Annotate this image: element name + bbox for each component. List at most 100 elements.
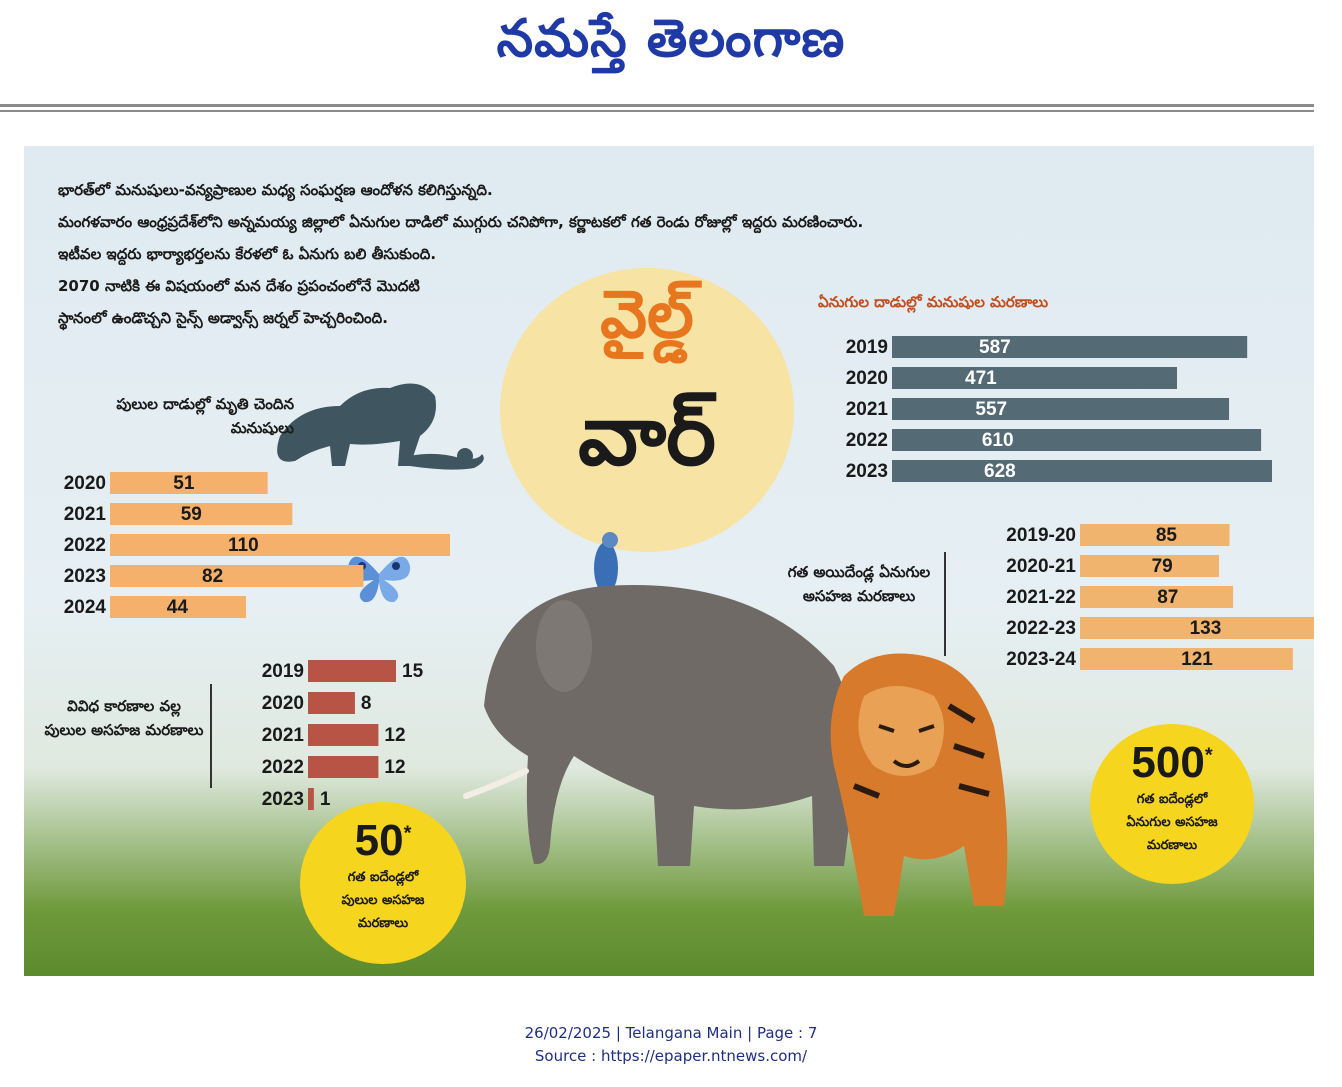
data-label: 628 — [984, 461, 1016, 482]
data-label: 557 — [975, 399, 1007, 420]
badge-text: గత ఐదేండ్లలో — [347, 870, 419, 885]
bar — [892, 336, 1248, 358]
category-label: 2023 — [262, 789, 304, 810]
data-label: 44 — [167, 597, 189, 618]
badge-text: గత ఐదేండ్లలో — [1136, 792, 1208, 807]
lion-attack-icon — [277, 383, 484, 470]
bar — [892, 429, 1262, 451]
masthead-rule-top — [0, 104, 1314, 107]
bar — [110, 596, 246, 618]
category-label: 2024 — [64, 597, 107, 618]
category-label: 2019-20 — [1006, 525, 1076, 546]
category-label: 2021 — [846, 399, 889, 420]
data-label: 79 — [1152, 556, 1173, 577]
bar — [892, 398, 1230, 420]
badge-text: మరణాలు — [357, 916, 409, 931]
category-label: 2019 — [262, 661, 304, 682]
bar — [1080, 648, 1293, 670]
chart-title-tiger-unnatural-deaths: వివిధ కారణాల వల్ల పులుల అసహజ మరణాలు — [44, 697, 204, 739]
elephant-tiger-illustration — [463, 532, 1008, 916]
category-label: 2023 — [846, 461, 888, 482]
intro-line: మంగళవారం ఆంధ్రప్రదేశ్‌లోని అన్నమయ్య జిల్… — [58, 213, 864, 231]
data-label: 133 — [1190, 618, 1222, 639]
bracket-line — [202, 684, 212, 788]
category-label: 2023 — [64, 566, 106, 587]
intro-line: ఇటీవల ఇద్దరు భార్యాభర్తలను కేరళలో ఓ ఏనుగ… — [58, 245, 437, 263]
category-label: 2022 — [262, 757, 304, 778]
data-label: 87 — [1157, 587, 1178, 608]
bar — [308, 692, 355, 714]
bar — [308, 660, 396, 682]
category-label: 2020 — [262, 693, 304, 714]
badge-number: 500* — [1131, 738, 1213, 787]
bar — [1080, 524, 1230, 546]
data-label: 110 — [228, 535, 259, 556]
data-label: 610 — [982, 430, 1014, 451]
tiger-attack-deaths-chart: 2020 51 2021 59 2022 110 2023 82 2024 44 — [64, 472, 450, 618]
infographic-panel: భారత్‌లో మనుషులు-వన్యప్రాణుల మధ్య సంఘర్ష… — [24, 146, 1314, 976]
data-label: 8 — [361, 693, 372, 714]
chart-title-elephant-unnatural-deaths: గత అయిదేండ్ల ఏనుగుల అసహజ మరణాలు — [787, 563, 931, 605]
intro-line: 2070 నాటికి ఈ విషయంలో మన దేశం ప్రపంచంలోన… — [58, 277, 420, 295]
tiger-unnatural-deaths-badge: 50* గత ఐదేండ్లలో పులుల అసహజ మరణాలు — [300, 802, 466, 964]
intro-line: భారత్‌లో మనుషులు-వన్యప్రాణుల మధ్య సంఘర్ష… — [58, 181, 493, 199]
data-label: 51 — [173, 473, 195, 494]
elephant-unnatural-deaths-chart: 2019-20 85 2020-21 79 2021-22 87 2022-23 133 202… — [1006, 524, 1314, 670]
bracket-line — [936, 552, 946, 656]
bar — [892, 460, 1272, 482]
category-label: 2021-22 — [1006, 587, 1076, 608]
category-label: 2020 — [64, 473, 106, 494]
badge-text: మరణాలు — [1146, 838, 1198, 853]
elephant-attack-deaths-chart: 2019 587 2020 471 2021 557 2022 610 2023 628 — [846, 336, 1272, 482]
chart-title-tiger-attack-deaths: పులుల దాడుల్లో మృతి చెందిన మనుషులు — [116, 395, 294, 437]
footer-date-line: 26/02/2025 | Telangana Main | Page : 7 — [524, 1024, 818, 1042]
bar — [892, 367, 1177, 389]
badge-text: పులుల అసహజ — [341, 893, 425, 908]
tiger-unnatural-deaths-chart: 2019 15 2020 8 2021 12 2022 12 2023 1 — [262, 660, 424, 810]
data-label: 12 — [384, 725, 405, 746]
bar — [110, 472, 268, 494]
headline-line-2: వార్ — [578, 386, 716, 484]
category-label: 2023-24 — [1006, 649, 1076, 670]
category-label: 2022 — [846, 430, 888, 451]
category-label: 2022 — [64, 535, 106, 556]
category-label: 2022-23 — [1006, 618, 1076, 639]
bar — [308, 788, 314, 810]
elephant-unnatural-deaths-badge: 500* గత ఐదేండ్లలో ఏనుగుల అసహజ మరణాలు — [1090, 724, 1254, 884]
intro-text: భారత్‌లో మనుషులు-వన్యప్రాణుల మధ్య సంఘర్ష… — [58, 174, 1098, 334]
category-label: 2019 — [846, 337, 888, 358]
parrot-icon — [594, 532, 618, 594]
chart-title-elephant-attack-deaths: ఏనుగుల దాడుల్లో మనుషుల మరణాలు — [818, 293, 1049, 311]
intro-line: స్థానంలో ఉండొచ్చని సైన్స్ అడ్వాన్స్ జర్న… — [58, 309, 388, 327]
data-label: 1 — [320, 789, 331, 810]
category-label: 2021 — [262, 725, 305, 746]
data-label: 121 — [1181, 649, 1213, 670]
elephant-icon — [463, 585, 857, 866]
tiger-icon — [830, 653, 1008, 916]
category-label: 2020 — [846, 368, 888, 389]
data-label: 15 — [402, 661, 424, 682]
data-label: 85 — [1156, 525, 1178, 546]
masthead-rule-bottom — [0, 110, 1314, 112]
bar — [110, 565, 364, 587]
category-label: 2021 — [64, 504, 107, 525]
badge-text: ఏనుగుల అసహజ — [1126, 815, 1218, 830]
bar — [110, 503, 293, 525]
bar — [1080, 555, 1219, 577]
data-label: 82 — [202, 566, 223, 587]
bar — [1080, 586, 1234, 608]
bar — [308, 756, 379, 778]
footer-source-line[interactable]: Source : https://epaper.ntnews.com/ — [534, 1047, 808, 1065]
data-label: 12 — [384, 757, 405, 778]
bar — [110, 534, 450, 556]
data-label: 471 — [965, 368, 997, 389]
category-label: 2020-21 — [1006, 556, 1076, 577]
badge-number: 50* — [354, 816, 412, 865]
masthead: నమస్తే తెలంగాణ — [0, 0, 1342, 100]
bar — [308, 724, 379, 746]
bar — [1080, 617, 1314, 639]
headline-line-1: వైల్డ్ — [600, 276, 694, 353]
data-label: 587 — [979, 337, 1011, 358]
newspaper-logo: నమస్తే తెలంగాణ — [496, 8, 846, 69]
headline-circle — [500, 268, 794, 552]
